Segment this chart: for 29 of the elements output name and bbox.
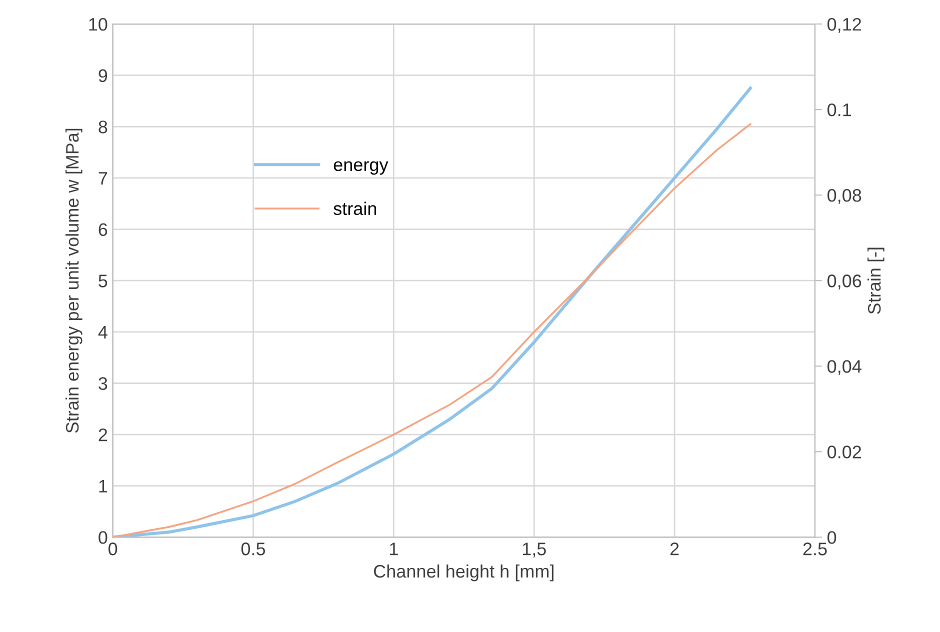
x-tick-label: 2 [670, 542, 679, 556]
y-tick-label: 8 [98, 120, 108, 134]
y-tick-label: 10 [89, 18, 108, 31]
y2-tick-label: 0,06 [827, 274, 862, 290]
y2-axis-title: Strain [-] [867, 248, 884, 314]
x-tick-label: 1,5 [522, 542, 546, 558]
y2-tick-label: 0.1 [827, 103, 852, 116]
y2-tick-label: 0,12 [827, 18, 862, 33]
x-tick-label: 0 [108, 542, 118, 556]
x-tick-label: 2.5 [803, 542, 827, 556]
y-tick-label: 0 [98, 531, 108, 544]
y2-tick-label: 0 [827, 531, 836, 544]
y2-tick-label: 0.02 [827, 446, 862, 458]
y-tick-label: 1 [99, 480, 108, 492]
y-tick-label: 3 [98, 377, 108, 390]
y-axis-title: Strain energy per unit volume w [MPa] [65, 128, 82, 433]
legend-label: strain [334, 202, 376, 216]
y-tick-label: 5 [98, 274, 108, 288]
y-tick-label: 4 [98, 326, 108, 338]
x-axis-title: Channel height h [mm] [374, 564, 554, 582]
legend-label: energy [334, 161, 388, 175]
y2-tick-label: 0,04 [827, 360, 862, 375]
y2-tick-label: 0,08 [827, 189, 862, 204]
x-tick-label: 1 [390, 542, 398, 556]
y-tick-label: 7 [98, 172, 108, 185]
y-tick-label: 9 [98, 69, 108, 82]
x-tick-label: 0.5 [241, 542, 266, 556]
y-tick-label: 6 [98, 223, 108, 236]
y-tick-label: 2 [98, 428, 108, 442]
